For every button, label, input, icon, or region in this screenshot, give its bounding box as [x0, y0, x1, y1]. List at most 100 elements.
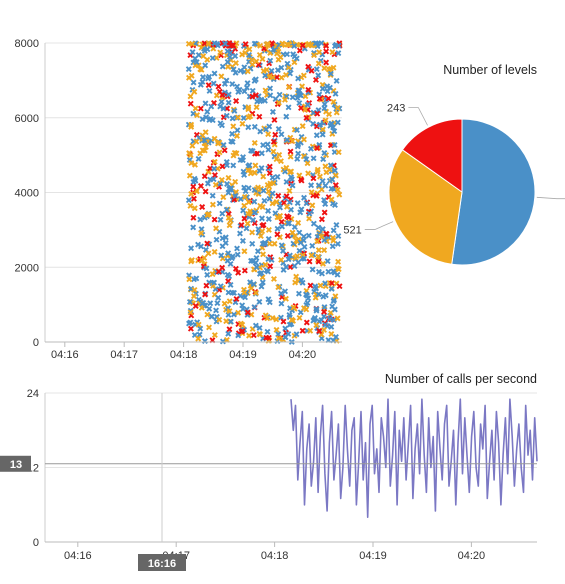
scatter-point — [321, 101, 328, 108]
scatter-point — [311, 52, 318, 59]
scatter-point — [237, 230, 243, 237]
scatter-point — [204, 311, 211, 318]
scatter-point — [295, 150, 302, 157]
scatter-point — [281, 96, 288, 103]
scatter-point — [251, 123, 258, 130]
scatter-point — [284, 232, 291, 239]
scatter-point — [249, 240, 256, 247]
scatter-point — [294, 155, 301, 162]
scatter-point — [265, 146, 272, 153]
scatter-point — [245, 114, 252, 121]
scatter-point — [232, 265, 239, 272]
scatter-point — [197, 105, 204, 112]
scatter-point — [310, 192, 317, 199]
scatter-point — [237, 156, 244, 163]
scatter-point — [315, 291, 322, 298]
scatter-point — [259, 215, 265, 222]
scatter-point — [307, 282, 314, 289]
x-tick-label: 04:19 — [359, 550, 387, 562]
scatter-point — [269, 314, 276, 321]
scatter-point — [229, 253, 236, 260]
scatter-point — [285, 104, 292, 111]
scatter-point — [189, 49, 196, 56]
scatter-point — [303, 200, 310, 207]
y-tick-label: 0 — [33, 537, 39, 549]
y-tick-label: 12 — [27, 463, 39, 475]
scatter-point — [303, 319, 310, 326]
scatter-point — [211, 135, 218, 142]
scatter-point — [244, 80, 251, 87]
scatter-point — [312, 283, 319, 290]
scatter-point — [272, 131, 279, 138]
scatter-point — [211, 279, 218, 286]
scatter-point — [235, 309, 242, 316]
scatter-point — [259, 56, 266, 62]
scatter-point — [308, 182, 315, 189]
scatter-point — [238, 222, 245, 228]
scatter-point — [232, 192, 239, 199]
scatter-point — [286, 252, 293, 259]
scatter-point — [218, 176, 225, 183]
scatter-point — [257, 42, 264, 49]
scatter-point — [205, 211, 212, 218]
scatter-point — [208, 103, 215, 110]
scatter-point — [195, 321, 202, 328]
scatter-point — [282, 325, 289, 332]
scatter-point — [320, 260, 326, 267]
scatter-point — [295, 75, 302, 82]
scatter-point — [314, 110, 321, 117]
scatter-point — [251, 40, 258, 47]
scatter-point — [243, 225, 250, 232]
scatter-point — [335, 149, 342, 156]
scatter-point — [225, 311, 232, 318]
x-tick-label: 04:16 — [51, 349, 79, 361]
scatter-point — [241, 248, 248, 255]
scatter-point — [328, 120, 335, 127]
scatter-point — [319, 126, 326, 133]
scatter-point — [304, 299, 311, 306]
scatter-point — [188, 257, 195, 264]
scatter-point — [264, 141, 271, 148]
scatter-point — [295, 259, 302, 266]
scatter-point — [270, 138, 277, 145]
scatter-point — [273, 316, 280, 323]
scatter-point — [235, 269, 242, 276]
scatter-point — [278, 74, 285, 81]
scatter-point — [274, 214, 281, 221]
scatter-point — [322, 280, 329, 287]
scatter-point — [301, 194, 308, 201]
scatter-point — [262, 312, 269, 319]
scatter-point — [273, 199, 280, 205]
scatter-point — [275, 284, 282, 291]
scatter-point — [204, 180, 211, 187]
scatter-point — [225, 99, 232, 106]
scatter-point — [301, 136, 307, 143]
scatter-point — [329, 234, 336, 241]
scatter-point — [195, 335, 202, 342]
scatter-point — [301, 243, 308, 250]
scatter-point — [186, 172, 193, 179]
scatter-point — [315, 247, 322, 254]
scatter-point — [266, 240, 273, 247]
scatter-point — [204, 56, 211, 63]
scatter-point — [285, 330, 292, 337]
scatter-point — [334, 315, 341, 322]
scatter-point — [220, 114, 227, 121]
scatter-point — [186, 157, 193, 163]
scatter-point — [313, 306, 320, 313]
scatter-point — [321, 326, 327, 333]
scatter-point — [199, 147, 206, 154]
scatter-point — [299, 123, 306, 130]
scatter-point — [315, 60, 322, 67]
scatter-point — [192, 105, 199, 112]
scatter-point — [293, 273, 300, 280]
scatter-point — [324, 83, 331, 90]
scatter-point — [317, 282, 324, 289]
scatter-point — [246, 162, 253, 169]
scatter-point — [225, 91, 232, 98]
scatter-point — [254, 248, 261, 255]
scatter-point — [227, 318, 234, 325]
scatter-point — [296, 100, 303, 107]
scatter-point — [301, 305, 307, 312]
scatter-point — [190, 110, 197, 117]
